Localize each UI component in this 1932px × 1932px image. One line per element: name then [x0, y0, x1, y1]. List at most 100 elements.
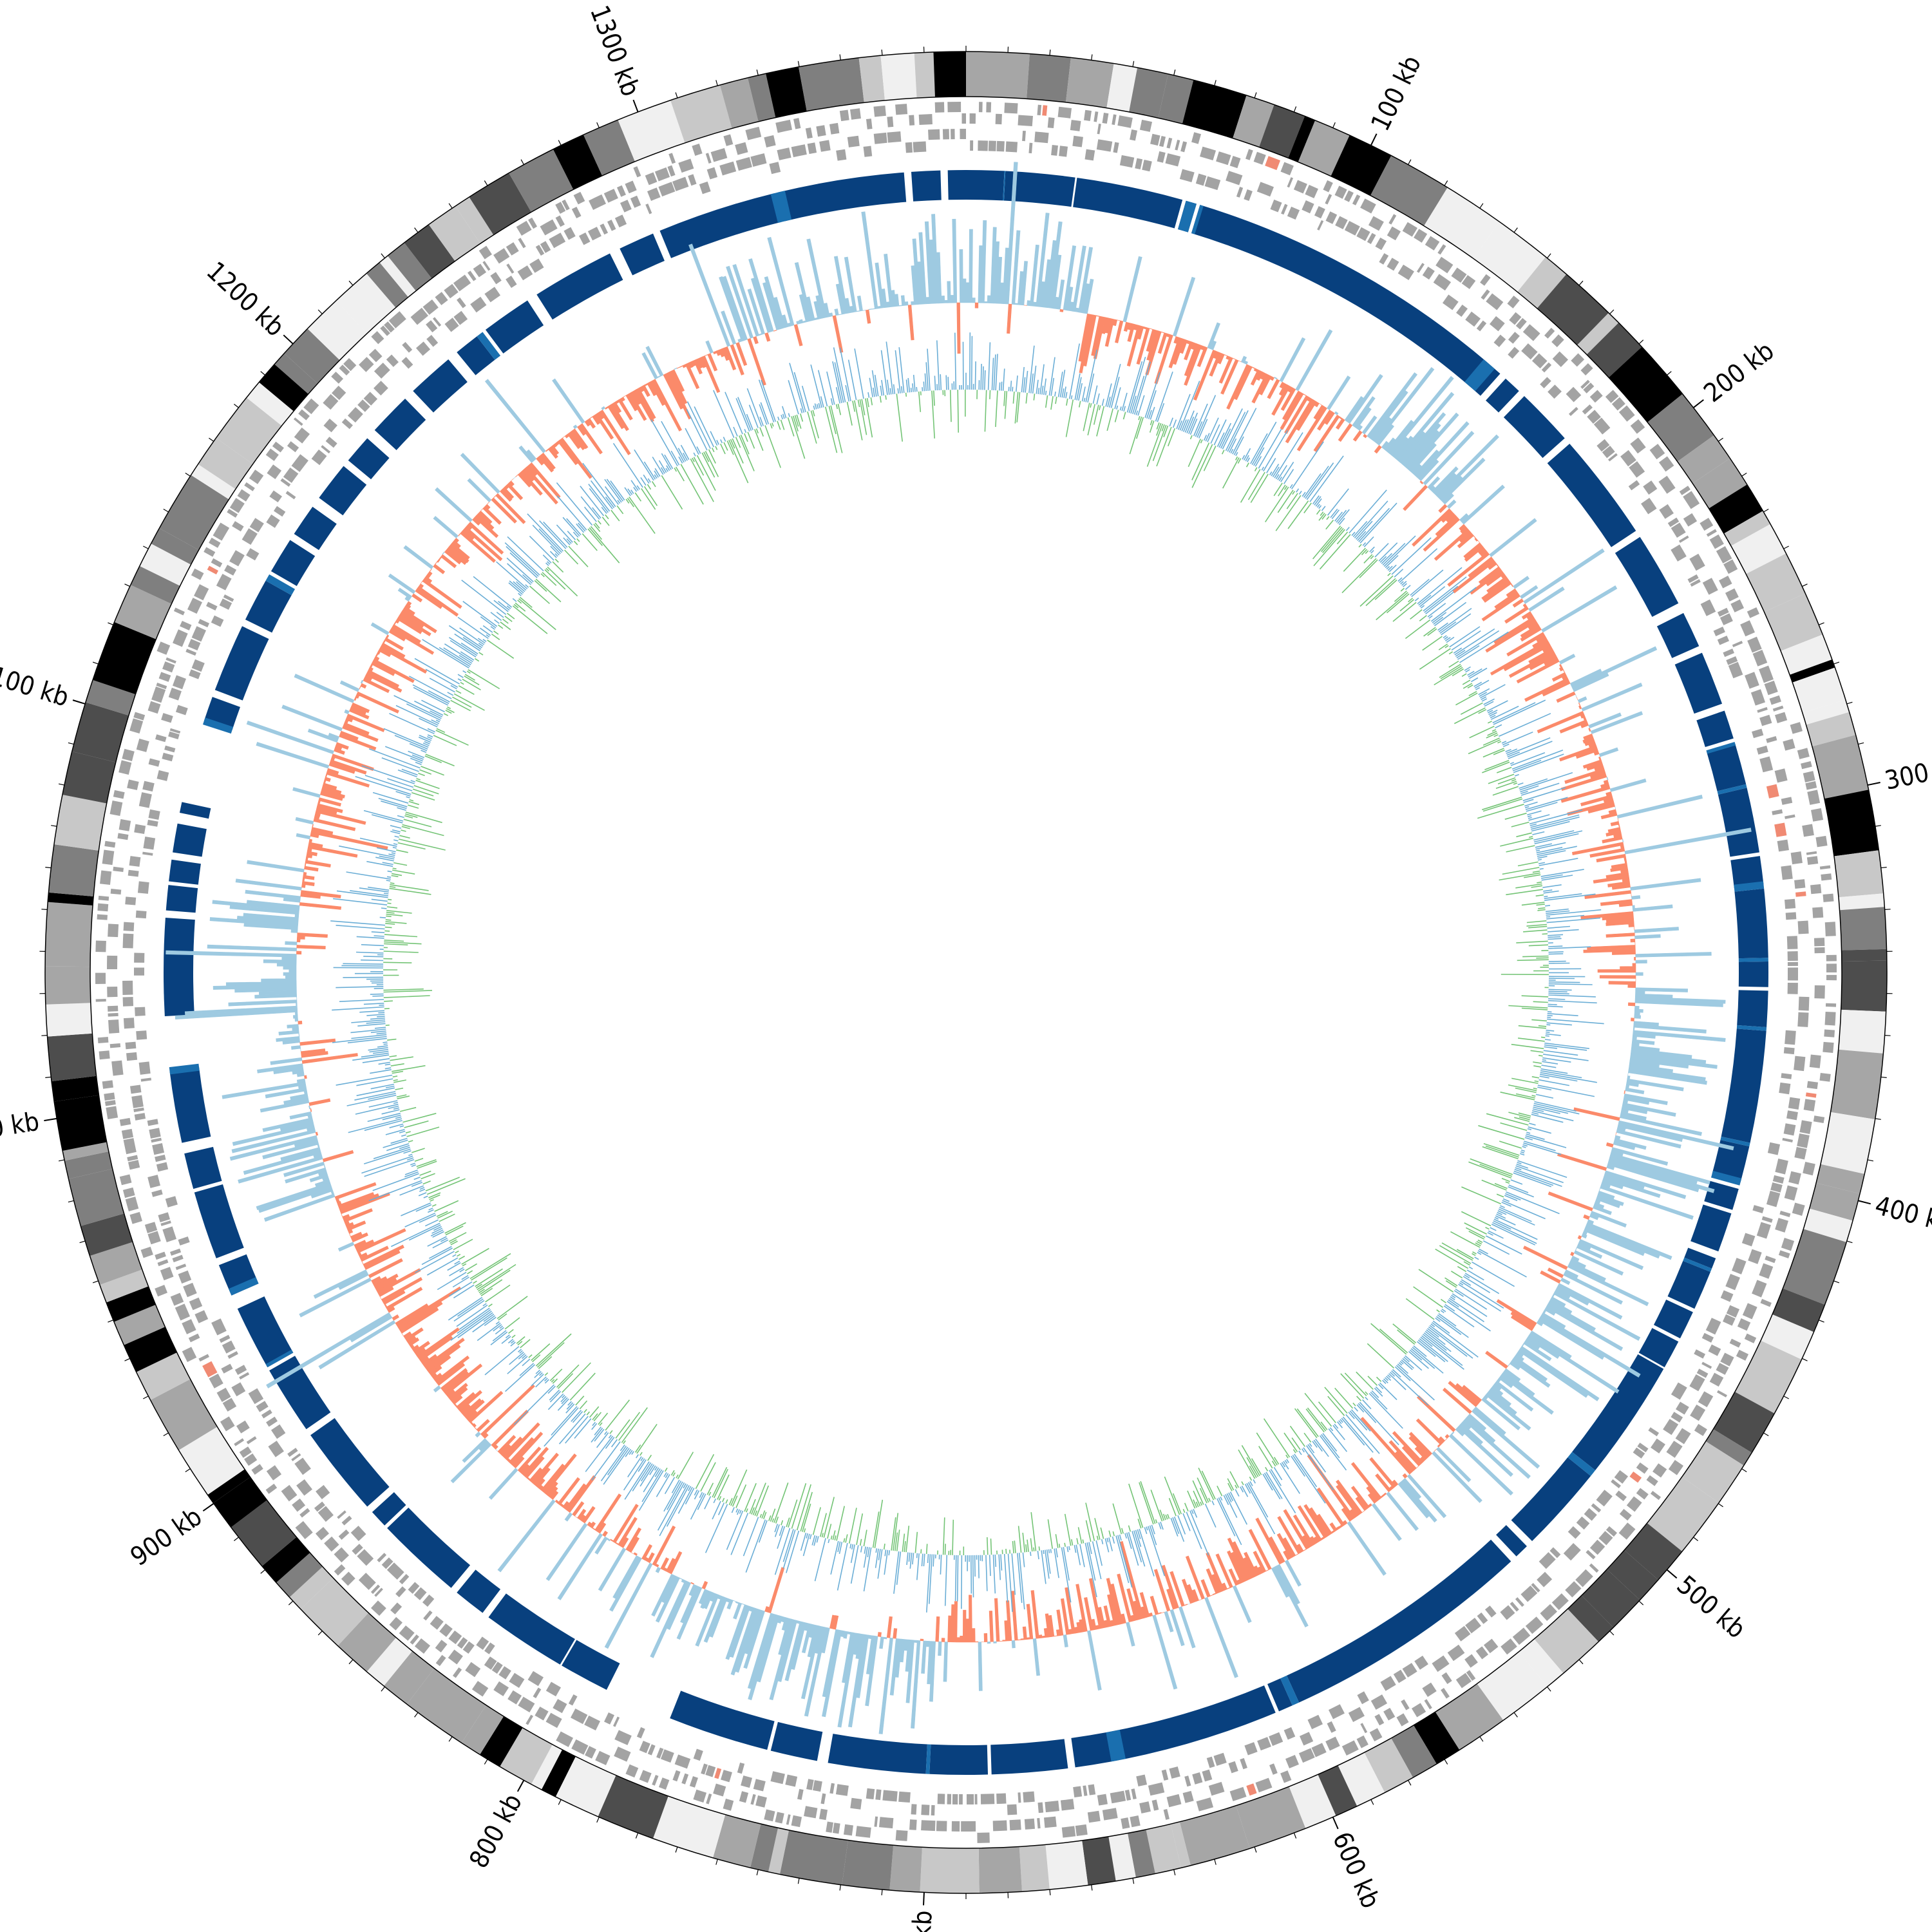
gene-reverse: [1787, 967, 1799, 981]
ideogram-band: [68, 1169, 124, 1226]
gene-reverse: [1034, 131, 1049, 144]
ideogram-band: [889, 1845, 922, 1893]
gene-forward: [689, 1776, 698, 1788]
ideogram-band: [480, 1716, 523, 1767]
ideogram-band: [191, 464, 236, 500]
gene-reverse: [835, 1784, 849, 1796]
gene-forward: [1387, 226, 1401, 241]
gene-reverse: [147, 1119, 158, 1126]
gene-reverse: [1648, 1427, 1660, 1437]
gene-forward: [843, 1824, 853, 1836]
gene-forward: [571, 206, 582, 218]
gene-reverse: [1798, 996, 1810, 1011]
gene-forward: [108, 1005, 118, 1012]
gene-reverse: [1510, 1602, 1519, 1612]
tick-label: 600 kb: [1327, 1828, 1386, 1913]
gene-reverse: [381, 1557, 393, 1569]
gene-reverse: [1456, 304, 1468, 317]
ideogram-band: [1764, 593, 1823, 651]
gene-forward: [118, 819, 131, 831]
gene-forward: [1813, 1115, 1825, 1123]
gene-forward: [1764, 680, 1778, 696]
major-tick: [1332, 1817, 1339, 1830]
gene-reverse: [506, 263, 515, 274]
gene-reverse: [836, 149, 847, 161]
gene-forward: [516, 220, 532, 236]
syntenic-block-accent: [1003, 171, 1006, 201]
gene-forward: [341, 1571, 355, 1586]
gene-forward: [1658, 456, 1674, 472]
ideogram-band: [284, 328, 340, 384]
gene-reverse: [735, 156, 752, 171]
gene-forward: [1360, 198, 1376, 214]
gene-reverse: [168, 731, 180, 739]
gene-reverse: [887, 131, 902, 143]
ideogram-band: [62, 1142, 109, 1161]
gene-forward: [1740, 620, 1756, 637]
ideogram-band: [300, 1578, 369, 1646]
gene-reverse: [1795, 891, 1806, 897]
gene-reverse: [149, 1128, 161, 1139]
gene-reverse: [1484, 1605, 1497, 1618]
syntenic-block: [457, 1569, 501, 1613]
gene-reverse: [1157, 151, 1166, 163]
gene-reverse: [399, 1574, 410, 1585]
gene-forward: [493, 248, 510, 264]
gene-reverse: [1748, 1249, 1762, 1264]
gene-forward: [227, 509, 238, 518]
gene-reverse: [1567, 1526, 1581, 1539]
gene-reverse: [791, 144, 807, 158]
ideogram-band: [1607, 1550, 1658, 1600]
gene-reverse: [1596, 1490, 1613, 1507]
gene-forward: [1824, 922, 1836, 936]
ideogram-band: [1734, 1340, 1802, 1414]
gene-forward: [1769, 695, 1781, 705]
gene-forward: [1325, 194, 1332, 205]
gene-forward: [555, 202, 566, 214]
gene-forward: [1781, 1238, 1795, 1251]
gene-forward: [453, 274, 471, 292]
gene-reverse: [1641, 498, 1657, 515]
ideogram-band: [1567, 1595, 1614, 1642]
gene-forward: [1589, 1563, 1599, 1573]
gene-forward: [246, 1436, 257, 1444]
gene-reverse: [1576, 1516, 1590, 1530]
tick-label: 1200 kb: [201, 256, 290, 343]
syntenic-block-accent: [770, 191, 792, 223]
gene-reverse: [133, 1107, 144, 1112]
gene-reverse: [612, 1716, 620, 1727]
gene-reverse: [1442, 294, 1459, 310]
gene-forward: [1668, 1459, 1684, 1475]
gene-reverse: [341, 1515, 352, 1526]
gene-reverse: [155, 734, 167, 743]
gene-forward: [1810, 884, 1822, 895]
gene-forward: [1742, 1303, 1757, 1320]
ideogram-band: [469, 173, 531, 235]
gc-content-track: [330, 332, 1604, 1613]
gene-forward: [672, 1770, 681, 1782]
syntenic-block: [990, 1739, 1068, 1775]
gene-reverse: [1775, 1159, 1788, 1175]
ideogram-band: [1298, 120, 1350, 176]
gene-reverse: [401, 357, 413, 369]
ideogram-band: [48, 844, 99, 896]
gene-forward: [667, 165, 676, 177]
gene-forward: [540, 219, 558, 236]
gene-reverse: [875, 1789, 882, 1801]
gene-forward: [170, 1293, 184, 1306]
gene-reverse: [1537, 1571, 1553, 1587]
syntenic-block-accent: [1464, 359, 1495, 392]
gene-forward: [1229, 156, 1241, 169]
gene-forward: [545, 1712, 562, 1728]
gene-reverse: [1787, 961, 1798, 967]
gene-forward: [1166, 1794, 1182, 1808]
ideogram-band: [1838, 893, 1885, 911]
syntenic-block-accent: [169, 1063, 200, 1075]
gene-reverse: [256, 1401, 269, 1412]
gene-forward: [614, 1747, 631, 1762]
gene-forward: [98, 895, 109, 901]
gene-reverse: [1269, 1732, 1283, 1747]
gene-reverse: [913, 141, 927, 153]
gene-reverse: [347, 407, 363, 423]
gene-forward: [506, 242, 519, 256]
